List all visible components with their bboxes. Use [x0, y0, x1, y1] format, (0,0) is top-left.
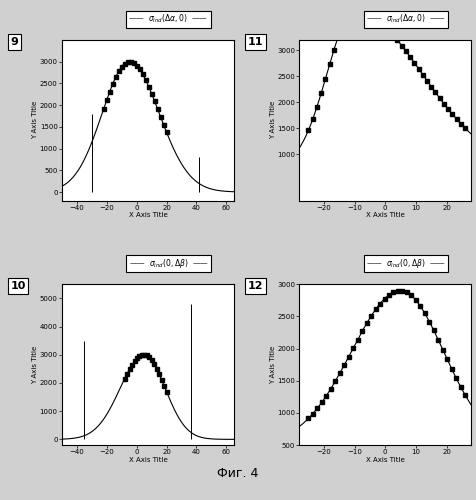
Text: 10: 10 [10, 281, 26, 291]
Y-axis label: Y Axis Title: Y Axis Title [32, 101, 39, 140]
Text: ——  $\sigma_{ind}(0,\Delta\beta)$  ——: —— $\sigma_{ind}(0,\Delta\beta)$ —— [129, 257, 208, 270]
Text: 12: 12 [248, 281, 263, 291]
Text: ——  $\sigma_{ind}(\Delta\alpha,0)$  ——: —— $\sigma_{ind}(\Delta\alpha,0)$ —— [366, 13, 446, 26]
Text: Фиг. 4: Фиг. 4 [218, 467, 258, 480]
Y-axis label: Y Axis Title: Y Axis Title [270, 101, 276, 140]
X-axis label: X Axis Title: X Axis Title [366, 456, 405, 462]
X-axis label: X Axis Title: X Axis Title [129, 212, 167, 218]
Y-axis label: Y Axis Title: Y Axis Title [32, 346, 39, 384]
Text: 11: 11 [248, 37, 263, 47]
Y-axis label: Y Axis Title: Y Axis Title [270, 346, 276, 384]
X-axis label: X Axis Title: X Axis Title [129, 456, 167, 462]
Text: ——  $\sigma_{ind}(0,\Delta\beta)$  ——: —— $\sigma_{ind}(0,\Delta\beta)$ —— [366, 257, 446, 270]
X-axis label: X Axis Title: X Axis Title [366, 212, 405, 218]
Text: 9: 9 [10, 37, 18, 47]
Text: ——  $\sigma_{ind}(\Delta\alpha,0)$  ——: —— $\sigma_{ind}(\Delta\alpha,0)$ —— [129, 13, 208, 26]
